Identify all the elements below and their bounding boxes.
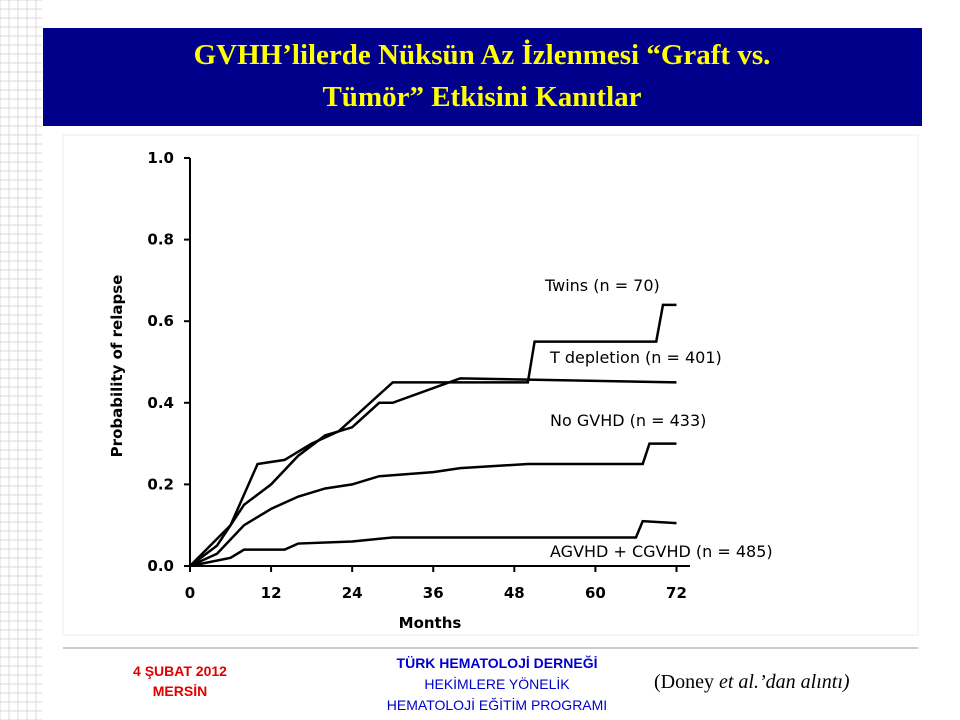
x-tick-label: 60 xyxy=(585,584,606,602)
series-label: T depletion (n = 401) xyxy=(549,348,722,367)
decor-strip xyxy=(0,0,42,720)
title-box xyxy=(43,28,922,126)
footer-org: HEKİMLERE YÖNELİK xyxy=(424,675,570,692)
y-tick-label: 0.4 xyxy=(147,394,174,412)
series-line xyxy=(189,519,677,568)
citation: (Doney et al.’dan alıntı) xyxy=(654,671,850,693)
footer-date: MERSİN xyxy=(153,683,207,699)
y-tick-label: 0.2 xyxy=(147,475,174,493)
plot: 0.0 0.2 0.4 0.6 0.8 1.0 0 12 24 36 48 60 72 Months Pro… xyxy=(108,149,773,632)
x-axis-label: Months xyxy=(399,614,462,632)
series-line xyxy=(189,377,677,567)
series-line xyxy=(189,442,677,568)
title-line: Tümör” Etkisini Kanıtlar xyxy=(322,81,641,113)
footer-date: 4 ŞUBAT 2012 xyxy=(133,663,227,679)
x-tick-label: 72 xyxy=(666,584,687,602)
footer-org: HEMATOLOJİ EĞİTİM PROGRAMI xyxy=(387,696,607,713)
citation-part: ’dan alıntı) xyxy=(759,671,850,693)
x-tick-label: 0 xyxy=(185,584,195,602)
x-tick-label: 12 xyxy=(261,584,282,602)
footer-org: TÜRK HEMATOLOJİ DERNEĞİ xyxy=(397,654,598,671)
series-label: No GVHD (n = 433) xyxy=(550,411,706,430)
y-tick-label: 0.0 xyxy=(147,557,174,575)
x-tick-label: 24 xyxy=(342,584,363,602)
y-axis-label: Probability of relapse xyxy=(108,275,126,458)
series-label: AGVHD + CGVHD (n = 485) xyxy=(550,542,773,561)
chart-area xyxy=(62,134,919,636)
x-tick-label: 48 xyxy=(504,584,525,602)
title-line: GVHH’lilerde Nüksün Az İzlenmesi “Graft … xyxy=(194,38,771,71)
citation-part: et al. xyxy=(719,671,759,693)
x-tick-label: 36 xyxy=(423,584,444,602)
series-label: Twins (n = 70) xyxy=(544,276,660,295)
citation-part: (Doney xyxy=(654,671,719,693)
y-tick-label: 1.0 xyxy=(147,149,174,167)
y-tick-label: 0.8 xyxy=(147,231,174,249)
series-line xyxy=(189,303,677,567)
y-tick-label: 0.6 xyxy=(147,312,174,330)
